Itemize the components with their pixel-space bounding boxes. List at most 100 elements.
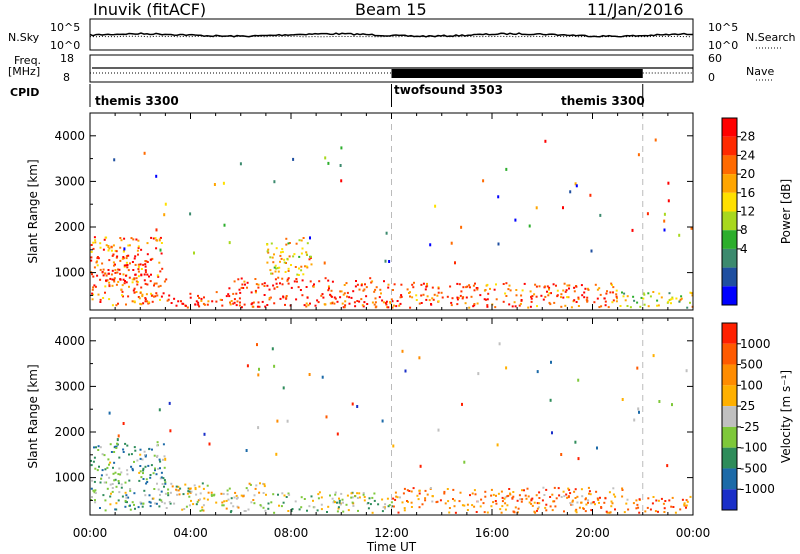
power-cell xyxy=(287,242,290,245)
velocity-cell xyxy=(99,481,102,484)
velocity-cell xyxy=(473,505,476,508)
power-isolated-echo xyxy=(450,241,453,245)
power-cell xyxy=(381,299,384,302)
velocity-cell xyxy=(161,483,164,485)
velocity-cell xyxy=(142,467,145,470)
velocity-cell xyxy=(443,492,446,495)
velocity-cell xyxy=(277,493,279,496)
velocity-cell xyxy=(612,487,615,490)
power-cell xyxy=(142,263,145,266)
power-cell xyxy=(560,305,563,308)
velocity-cell xyxy=(387,505,390,508)
power-cell xyxy=(365,295,368,298)
power-cell xyxy=(424,288,427,291)
velocity-cell xyxy=(150,464,153,467)
velocity-isolated-echo xyxy=(256,343,258,347)
velocity-cell xyxy=(320,503,323,506)
power-cell xyxy=(409,306,412,309)
velocity-cell xyxy=(225,507,228,510)
velocity-cell xyxy=(655,499,658,502)
power-cell xyxy=(122,278,125,281)
power-cell xyxy=(266,250,269,253)
power-cell xyxy=(90,250,93,253)
velocity-colorbar-segment xyxy=(722,489,737,510)
power-cell xyxy=(240,306,243,309)
power-cell xyxy=(356,283,359,286)
power-cell xyxy=(603,297,606,300)
power-cell xyxy=(313,283,315,286)
power-cell xyxy=(675,297,678,300)
power-cell xyxy=(331,280,334,283)
velocity-cell xyxy=(267,507,270,510)
velocity-cell xyxy=(109,483,112,486)
power-cell xyxy=(115,304,118,307)
velocity-cell xyxy=(117,473,120,476)
xtick-label: 08:00 xyxy=(274,526,309,540)
velocity-cell xyxy=(516,499,519,502)
velocity-cell xyxy=(115,447,118,449)
velocity-cell xyxy=(242,495,245,498)
power-cell xyxy=(135,277,138,280)
velocity-cell xyxy=(250,501,253,504)
velocity-cell xyxy=(358,492,361,495)
velocity-cell xyxy=(118,491,121,494)
power-cell xyxy=(361,304,364,307)
velocity-cell xyxy=(595,490,598,493)
velocity-isolated-echo xyxy=(505,366,508,370)
power-cell xyxy=(229,301,231,304)
power-cell xyxy=(144,298,147,301)
velocity-cell xyxy=(139,453,142,456)
velocity-cell xyxy=(287,510,290,512)
power-isolated-echo xyxy=(113,158,116,162)
velocity-cell xyxy=(563,495,566,498)
power-cell xyxy=(586,296,589,299)
power-cell xyxy=(144,297,147,299)
velocity-cell xyxy=(259,504,262,507)
power-cell xyxy=(149,258,152,261)
velocity-cell xyxy=(320,496,323,499)
velocity-cell xyxy=(171,485,174,488)
velocity-cell xyxy=(535,494,538,497)
power-cell xyxy=(382,301,385,304)
power-cell xyxy=(619,305,622,307)
velocity-cell xyxy=(294,500,297,503)
power-cell xyxy=(220,299,223,301)
power-cell xyxy=(330,289,333,292)
power-cell xyxy=(229,303,232,306)
velocity-cell xyxy=(109,503,112,506)
power-cell xyxy=(379,288,382,291)
power-cell xyxy=(502,283,505,285)
velocity-colorbar-label: 500 xyxy=(740,358,763,372)
power-cell xyxy=(219,298,222,301)
power-cell xyxy=(324,277,327,280)
power-cell xyxy=(90,244,93,246)
velocity-cell xyxy=(131,469,134,472)
power-cell xyxy=(141,295,144,298)
power-cell xyxy=(136,281,139,283)
velocity-isolated-echo xyxy=(392,444,395,448)
velocity-isolated-echo xyxy=(245,449,248,452)
velocity-cell xyxy=(351,501,354,504)
velocity-cell xyxy=(503,497,506,500)
power-cell xyxy=(143,279,146,282)
velocity-cell xyxy=(392,505,395,508)
power-cell xyxy=(182,302,185,305)
velocity-cell xyxy=(431,500,434,503)
velocity-cell xyxy=(501,496,504,499)
velocity-cell xyxy=(106,466,109,469)
velocity-cell xyxy=(603,501,606,504)
power-isolated-echo xyxy=(228,241,231,245)
velocity-colorbar-segment xyxy=(722,468,737,490)
power-cell xyxy=(135,291,138,293)
velocity-isolated-echo xyxy=(356,405,359,408)
velocity-cell xyxy=(599,496,601,499)
velocity-cell xyxy=(614,508,616,511)
velocity-cell xyxy=(336,501,338,504)
velocity-cell xyxy=(118,467,121,470)
velocity-cell xyxy=(663,511,666,513)
power-cell xyxy=(189,296,192,299)
velocity-cell xyxy=(149,474,152,476)
velocity-cell xyxy=(170,482,173,485)
velocity-cell xyxy=(452,488,455,491)
power-cell xyxy=(622,295,625,298)
